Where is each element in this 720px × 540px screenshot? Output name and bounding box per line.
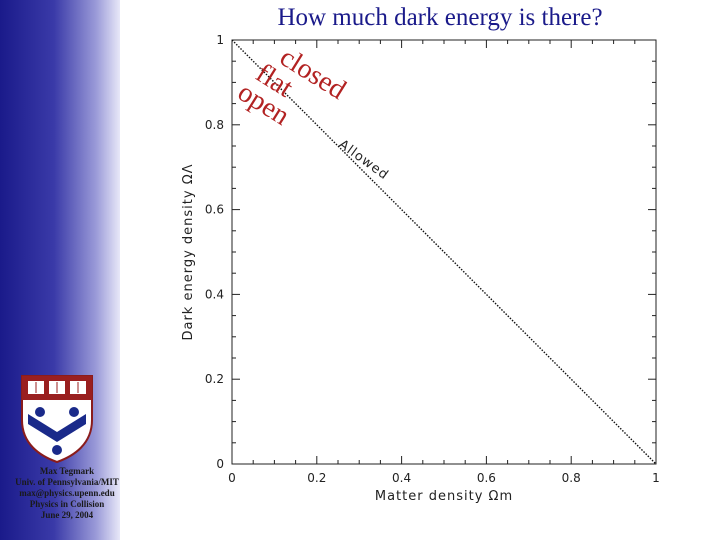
y-tick-label: 0.6 — [205, 203, 224, 217]
y-tick-label: 1 — [216, 33, 224, 47]
plot-frame — [231, 39, 657, 465]
x-axis-label: Matter density Ωm — [375, 489, 513, 504]
credit-line: Physics in Collision — [29, 499, 105, 509]
tick-labels: 0 0.2 0.4 0.6 0.8 1 0 0.2 0.4 0.6 0.8 1 — [205, 33, 660, 485]
credit-line: max@physics.upenn.edu — [19, 488, 115, 498]
slide-title: How much dark energy is there? — [277, 4, 603, 31]
x-tick-label: 0.8 — [562, 471, 581, 485]
y-tick-label: 0.2 — [205, 372, 224, 386]
x-tick-label: 0.6 — [477, 471, 496, 485]
x-tick-label: 0.4 — [392, 471, 411, 485]
credit-line: June 29, 2004 — [40, 510, 94, 520]
y-axis-label: Dark energy density ΩΛ — [181, 163, 196, 340]
x-tick-label: 1 — [652, 471, 660, 485]
penn-shield-icon — [21, 375, 93, 464]
credit-line: Univ. of Pennsylvania/MIT — [15, 477, 119, 487]
flat-universe-line — [231, 39, 657, 465]
credit-line: Max Tegmark — [39, 466, 95, 476]
y-tick-label: 0.4 — [205, 287, 224, 301]
tick-marks — [231, 39, 657, 465]
x-tick-label: 0 — [228, 471, 236, 485]
credits-block: Max Tegmark Univ. of Pennsylvania/MIT ma… — [0, 466, 134, 521]
annotation-allowed: Allowed — [336, 137, 392, 183]
y-tick-label: 0 — [216, 457, 224, 471]
y-tick-label: 0.8 — [205, 118, 224, 132]
x-tick-label: 0.2 — [307, 471, 326, 485]
